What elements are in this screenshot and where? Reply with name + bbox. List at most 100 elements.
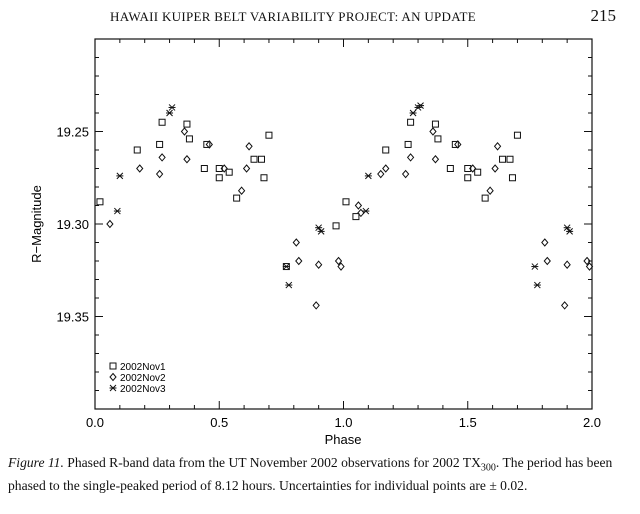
y-tick-label: 19.35 xyxy=(56,310,89,325)
y-axis-label: R−Magnitude xyxy=(29,185,44,263)
data-point-square xyxy=(203,140,211,148)
data-point-square xyxy=(265,131,273,139)
data-point-square xyxy=(332,222,340,230)
data-point-square xyxy=(233,194,241,202)
page-number: 215 xyxy=(590,6,617,25)
plot-frame xyxy=(94,38,593,410)
data-point-diamond xyxy=(382,164,390,173)
y-tick-label: 19.25 xyxy=(56,125,89,140)
data-point-square xyxy=(156,140,164,148)
data-point-asterisk xyxy=(417,102,425,109)
data-point-diamond xyxy=(242,164,251,173)
data-point-diamond xyxy=(543,256,551,266)
data-point-diamond xyxy=(486,186,494,195)
data-point-diamond xyxy=(136,164,144,173)
data-point-diamond xyxy=(220,164,228,173)
data-point-square xyxy=(499,155,507,163)
data-point-square xyxy=(133,146,141,154)
caption-subscript: 300 xyxy=(480,462,496,474)
data-point-square xyxy=(352,213,360,221)
caption-text-2: . The period has been phased to the sing… xyxy=(8,455,613,493)
y-tick-label: 19.30 xyxy=(56,217,89,232)
data-points xyxy=(96,102,594,310)
data-point-square xyxy=(446,165,454,172)
data-point-diamond xyxy=(292,238,300,247)
data-point-diamond xyxy=(491,164,499,173)
data-point-asterisk xyxy=(116,172,124,180)
data-point-square xyxy=(434,135,442,143)
data-point-square xyxy=(506,155,514,163)
data-point-square xyxy=(200,165,208,172)
data-point-asterisk xyxy=(533,281,541,289)
data-point-diamond xyxy=(401,169,410,179)
data-point-diamond xyxy=(429,127,437,136)
data-point-asterisk xyxy=(166,109,174,117)
data-point-diamond xyxy=(357,208,365,218)
data-point-asterisk xyxy=(317,228,325,235)
data-point-diamond xyxy=(541,238,549,247)
phased-lightcurve-chart: 0.0 0.5 1.0 1.5 2.0 19.25 19.30 19.35 Phase R−M… xyxy=(29,38,601,447)
x-tick-label: 1.5 xyxy=(459,415,477,430)
x-tick-label: 0.5 xyxy=(210,415,228,430)
data-point-diamond xyxy=(180,127,189,136)
data-point-asterisk xyxy=(409,109,417,117)
data-point-square xyxy=(464,174,472,182)
data-point-asterisk xyxy=(362,207,370,215)
data-point-square xyxy=(404,140,412,148)
legend-label: 2002Nov3 xyxy=(120,384,166,395)
data-point-diamond xyxy=(454,140,462,149)
data-point-diamond xyxy=(493,142,502,151)
x-axis-label: Phase xyxy=(325,432,362,447)
data-point-asterisk xyxy=(168,104,176,111)
data-point-diamond xyxy=(158,153,166,162)
data-point-diamond xyxy=(337,262,345,271)
legend-label: 2002Nov1 xyxy=(120,362,166,373)
data-point-square xyxy=(451,140,459,148)
data-point-asterisk xyxy=(531,263,539,270)
data-point-diamond xyxy=(334,256,343,266)
data-point-diamond xyxy=(295,256,303,266)
data-point-square xyxy=(508,174,516,182)
data-point-diamond xyxy=(583,256,591,266)
data-point-square xyxy=(260,174,268,182)
data-point-diamond xyxy=(469,164,477,173)
data-point-diamond xyxy=(563,260,571,269)
data-point-square xyxy=(158,118,166,126)
legend-marker-asterisk xyxy=(109,384,117,392)
axis-tick-labels: 0.0 0.5 1.0 1.5 2.0 19.25 19.30 19.35 xyxy=(56,125,601,431)
data-point-asterisk xyxy=(563,224,571,232)
legend-marker-square xyxy=(109,362,117,370)
data-point-diamond xyxy=(312,301,320,310)
data-point-square xyxy=(183,120,191,128)
data-point-square xyxy=(215,165,223,172)
data-point-asterisk xyxy=(285,281,293,289)
data-point-square xyxy=(464,165,472,172)
legend-marker-diamond xyxy=(109,372,117,382)
data-point-asterisk xyxy=(113,207,121,215)
data-point-square xyxy=(250,155,258,163)
data-point-diamond xyxy=(406,153,415,162)
legend-label: 2002Nov2 xyxy=(120,373,166,384)
running-title: HAWAII KUIPER BELT VARIABILITY PROJECT: … xyxy=(110,9,476,24)
data-point-square xyxy=(382,146,390,154)
data-point-diamond xyxy=(237,186,246,195)
caption-text-1: Phased R-band data from the UT November … xyxy=(63,455,481,470)
data-point-diamond xyxy=(561,301,569,310)
data-point-asterisk xyxy=(566,228,574,235)
data-point-diamond xyxy=(354,201,363,210)
data-point-asterisk xyxy=(315,224,323,232)
data-point-diamond xyxy=(183,154,191,164)
data-point-square xyxy=(342,198,350,206)
figure-caption: Figure 11. Phased R-band data from the U… xyxy=(8,454,632,494)
data-point-square xyxy=(225,168,233,176)
page-header: HAWAII KUIPER BELT VARIABILITY PROJECT: … xyxy=(0,6,640,26)
data-point-diamond xyxy=(314,260,323,269)
data-point-square xyxy=(185,135,193,143)
data-point-diamond xyxy=(245,142,253,151)
caption-label: Figure 11. xyxy=(8,455,64,470)
data-point-square xyxy=(474,168,482,176)
x-tick-label: 1.0 xyxy=(334,415,352,430)
x-tick-label: 0.0 xyxy=(86,415,104,430)
x-tick-label: 2.0 xyxy=(583,415,601,430)
